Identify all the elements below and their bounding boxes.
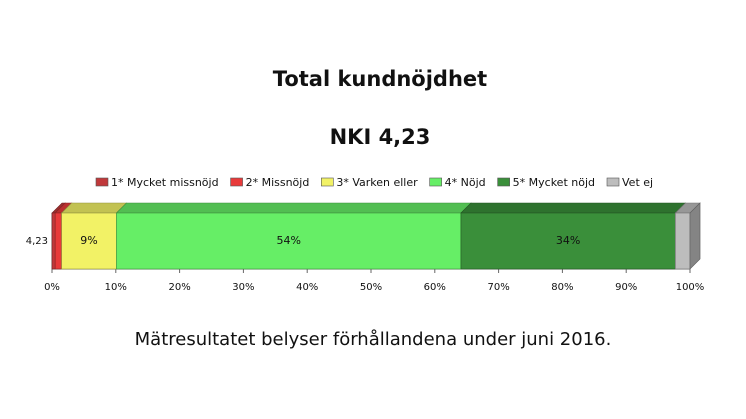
x-tick-label: 90% — [615, 282, 637, 293]
note: Mätresultatet belyser förhållandena unde… — [135, 329, 612, 350]
x-tick-label: 100% — [676, 282, 705, 293]
legend-label: Vet ej — [622, 176, 653, 189]
data-label: 9% — [80, 234, 97, 247]
data-label: 34% — [556, 234, 580, 247]
x-tick-label: 10% — [105, 282, 127, 293]
x-tick-label: 40% — [296, 282, 318, 293]
x-tick-label: 80% — [551, 282, 573, 293]
bar-top — [60, 202, 128, 214]
x-tick-label: 50% — [360, 282, 382, 293]
x-tick-label: 20% — [168, 282, 190, 293]
bar — [54, 212, 62, 270]
legend-label: 3* Varken eller — [336, 176, 418, 189]
x-tick-label: 0% — [44, 282, 60, 293]
x-tick-label: 70% — [487, 282, 509, 293]
chart-subtitle: NKI 4,23 — [330, 125, 431, 149]
chart-title: Total kundnöjdhet — [273, 67, 487, 91]
bar — [51, 212, 56, 270]
bar — [675, 212, 691, 270]
bar — [460, 212, 676, 270]
legend-swatch — [321, 177, 334, 187]
y-tick-label: 4,23 — [26, 236, 48, 247]
bar — [116, 212, 462, 270]
x-tick-label: 60% — [424, 282, 446, 293]
legend-swatch — [95, 177, 109, 187]
legend-label: 5* Mycket nöjd — [513, 176, 595, 189]
bar-side — [689, 202, 701, 270]
legend-label: 2* Missnöjd — [246, 176, 310, 189]
bar — [61, 212, 117, 270]
bar-top — [460, 202, 687, 214]
x-tick-label: 30% — [232, 282, 254, 293]
legend-label: 1* Mycket missnöjd — [111, 176, 219, 189]
legend-swatch — [606, 177, 620, 187]
bar-top — [115, 202, 472, 214]
legend-swatch — [497, 177, 510, 187]
legend-swatch — [230, 177, 243, 187]
data-label: 54% — [276, 234, 300, 247]
legend-label: 4* Nöjd — [445, 176, 486, 189]
legend-swatch — [429, 177, 442, 187]
